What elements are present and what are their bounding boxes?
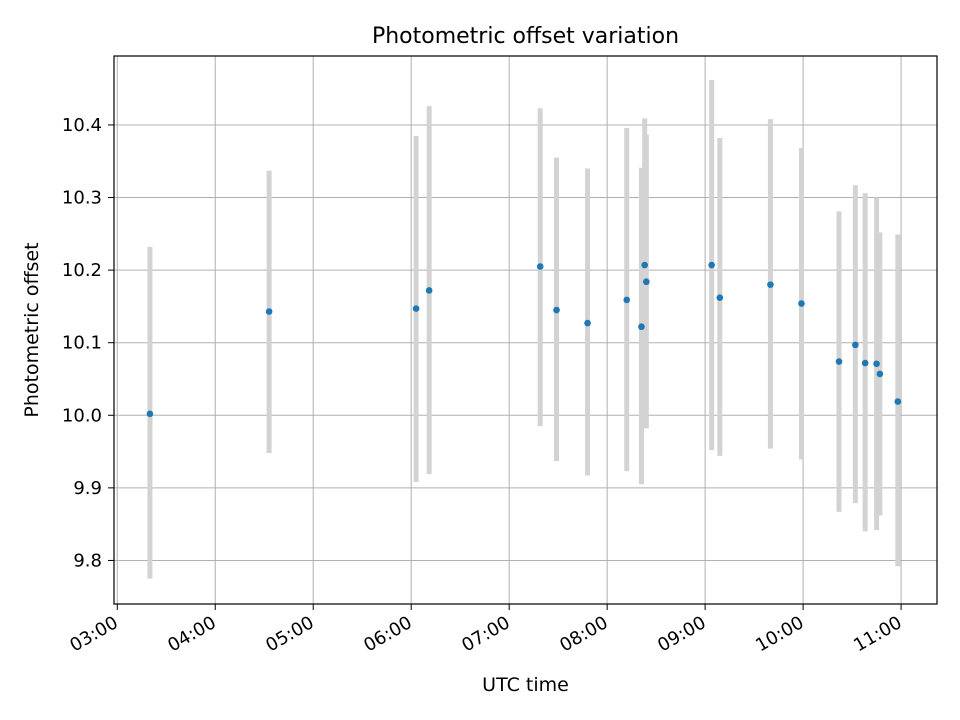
y-axis-label: Photometric offset <box>21 242 43 417</box>
data-point <box>638 323 645 331</box>
data-point <box>584 319 591 327</box>
data-point <box>767 281 774 288</box>
data-point <box>716 294 724 302</box>
data-point <box>425 287 433 294</box>
y-tick-label: 10.0 <box>62 405 102 426</box>
chart-title: Photometric offset variation <box>372 24 679 49</box>
y-axis-ticks: 9.8 9.9 10.0 10.1 10.2 10.3 10.4 <box>62 115 114 571</box>
data-point <box>641 261 649 269</box>
plot-area-frame <box>113 55 938 605</box>
data-point <box>643 278 650 286</box>
data-point <box>873 360 880 368</box>
data-point <box>861 359 869 367</box>
y-tick-label: 9.9 <box>73 478 102 499</box>
x-axis-label: UTC time <box>482 674 569 696</box>
x-tick-label: 07:00 <box>458 612 513 656</box>
x-tick-label: 06:00 <box>360 612 415 656</box>
data-point <box>553 306 560 314</box>
y-tick-label: 10.1 <box>62 333 102 354</box>
data-point <box>265 308 273 315</box>
x-tick-label: 03:00 <box>66 612 121 656</box>
x-tick-label: 08:00 <box>556 612 611 656</box>
data-point <box>852 341 859 349</box>
y-tick-label: 10.2 <box>62 260 102 281</box>
data-point <box>536 263 544 270</box>
x-tick-label: 11:00 <box>850 612 905 656</box>
x-tick-label: 09:00 <box>654 612 709 656</box>
data-point <box>412 305 420 312</box>
error-bars <box>147 79 901 579</box>
data-point <box>708 261 715 269</box>
x-tick-label: 04:00 <box>164 612 219 656</box>
y-tick-label: 10.3 <box>62 188 102 209</box>
y-tick-label: 10.4 <box>62 115 102 136</box>
y-tick-label: 9.8 <box>73 550 102 571</box>
x-tick-label: 10:00 <box>752 612 807 656</box>
data-points <box>146 261 902 418</box>
grid <box>114 56 937 604</box>
data-point <box>146 410 154 418</box>
data-point <box>798 300 805 307</box>
data-point <box>835 358 843 365</box>
data-point <box>876 370 884 378</box>
data-point <box>623 296 631 304</box>
x-axis-ticks: 03:00 04:00 05:00 06:00 07:00 08:00 09:00 10:00… <box>66 604 906 656</box>
x-tick-label: 05:00 <box>262 612 317 656</box>
data-point <box>894 398 902 405</box>
